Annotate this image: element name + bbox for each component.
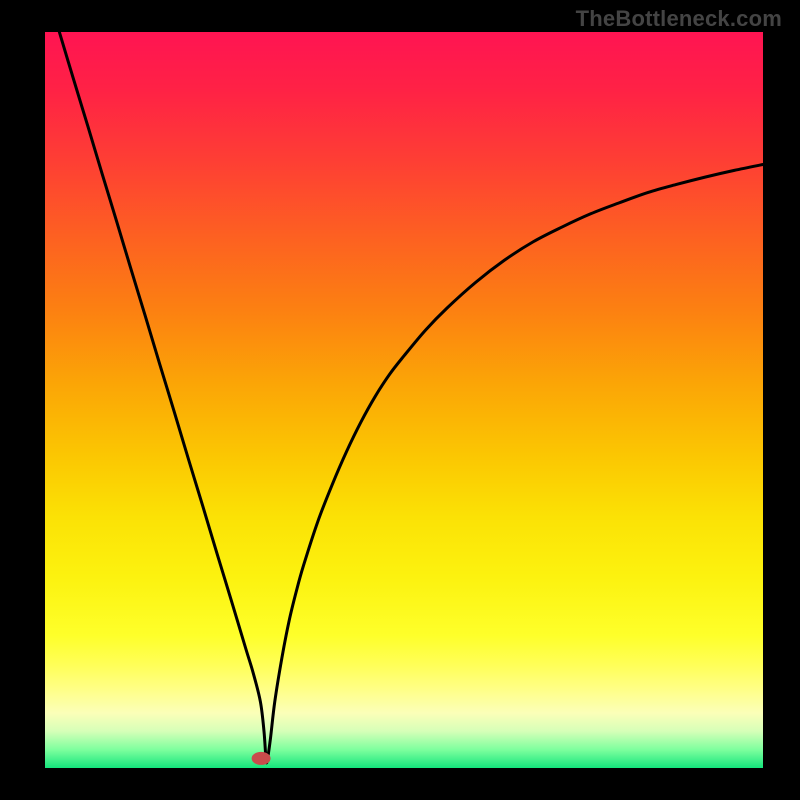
chart-minimum-marker xyxy=(252,752,270,764)
watermark-text: TheBottleneck.com xyxy=(576,6,782,32)
chart-svg xyxy=(0,0,800,800)
chart-container: TheBottleneck.com xyxy=(0,0,800,800)
chart-plot-area xyxy=(45,32,763,768)
